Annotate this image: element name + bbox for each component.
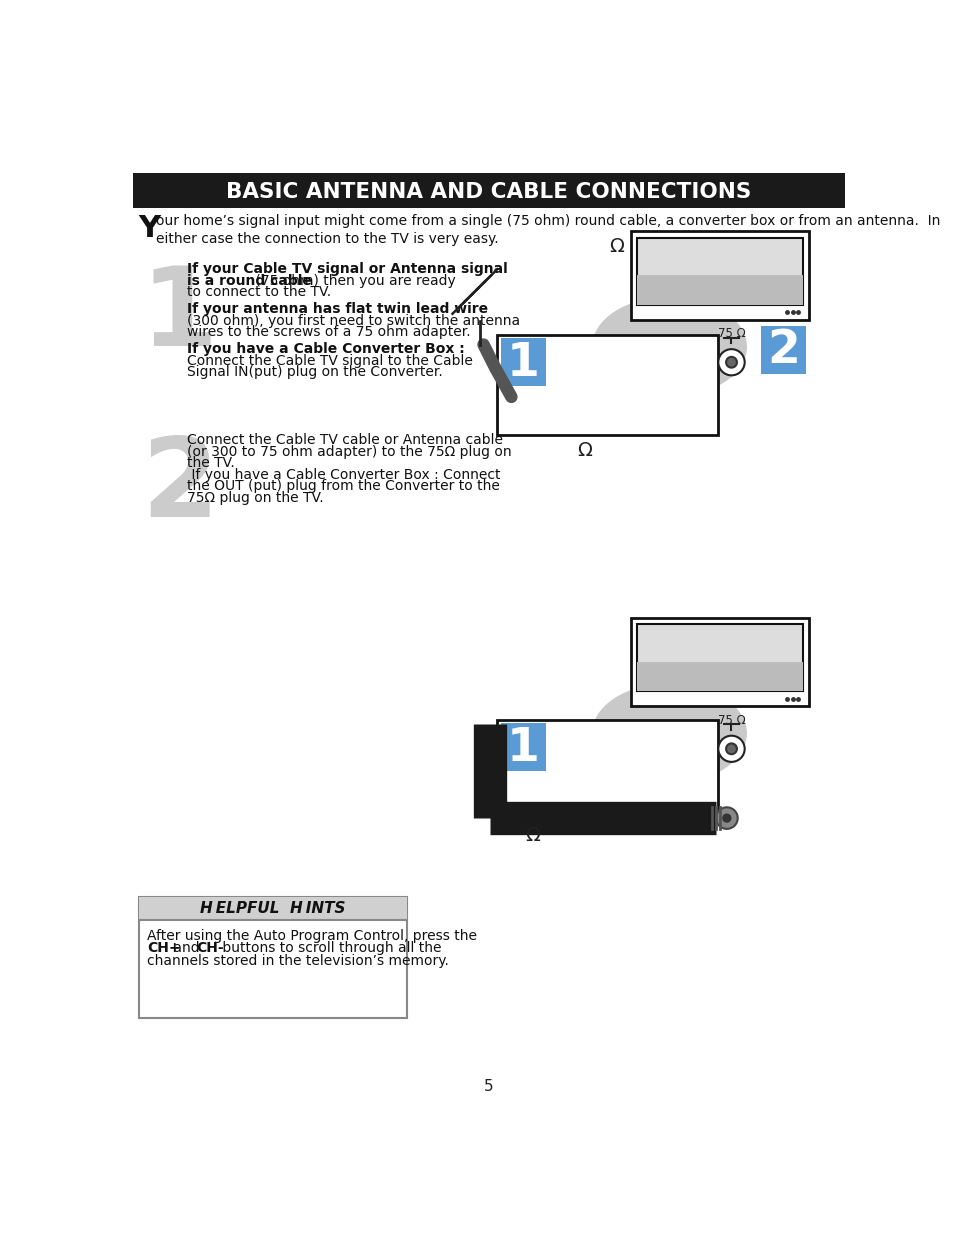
Text: If you have a Cable Converter Box :: If you have a Cable Converter Box : — [187, 342, 465, 356]
Text: (300 ohm), you first need to switch the antenna: (300 ohm), you first need to switch the … — [187, 314, 520, 327]
Bar — [500, 724, 545, 771]
Text: CH+: CH+ — [147, 941, 180, 956]
Text: 75Ω plug on the TV.: 75Ω plug on the TV. — [187, 490, 324, 505]
Bar — [497, 336, 718, 436]
Bar — [760, 326, 805, 374]
Bar — [637, 237, 802, 305]
Circle shape — [725, 743, 736, 755]
Bar — [630, 231, 808, 320]
Text: 1: 1 — [506, 725, 538, 771]
Text: Connect the Cable TV signal to the Cable: Connect the Cable TV signal to the Cable — [187, 353, 473, 368]
Text: H ELPFUL  H INTS: H ELPFUL H INTS — [200, 900, 346, 915]
Text: Ω: Ω — [577, 441, 591, 461]
Text: the OUT (put) plug from the Converter to the: the OUT (put) plug from the Converter to… — [187, 479, 499, 493]
Text: CH-: CH- — [196, 941, 224, 956]
Text: is a round cable: is a round cable — [187, 274, 312, 288]
Text: If your Cable TV signal or Antenna signal: If your Cable TV signal or Antenna signa… — [187, 262, 508, 277]
Text: the TV.: the TV. — [187, 456, 235, 471]
Text: our home’s signal input might come from a single (75 ohm) round cable, a convert: our home’s signal input might come from … — [156, 214, 940, 246]
Ellipse shape — [592, 296, 746, 396]
Text: If you have a Cable Converter Box : Connect: If you have a Cable Converter Box : Conn… — [187, 468, 500, 482]
Circle shape — [718, 350, 744, 375]
Text: 75 Ω: 75 Ω — [717, 327, 744, 341]
Circle shape — [716, 808, 737, 829]
Text: 75 Ω: 75 Ω — [717, 714, 744, 727]
Bar — [497, 720, 718, 820]
Bar — [637, 624, 802, 692]
Bar — [139, 897, 406, 920]
Text: 5: 5 — [483, 1078, 494, 1093]
Bar — [637, 275, 802, 305]
Text: channels stored in the television’s memory.: channels stored in the television’s memo… — [147, 953, 449, 967]
Text: If your antenna has flat twin lead wire: If your antenna has flat twin lead wire — [187, 303, 488, 316]
Bar — [500, 338, 545, 387]
Circle shape — [721, 814, 731, 823]
Bar — [133, 173, 843, 209]
Text: Ω: Ω — [524, 826, 539, 845]
Circle shape — [725, 357, 736, 368]
Text: Signal IN(put) plug on the Converter.: Signal IN(put) plug on the Converter. — [187, 366, 443, 379]
Text: 2: 2 — [766, 329, 799, 373]
Bar — [637, 662, 802, 692]
Text: BASIC ANTENNA AND CABLE CONNECTIONS: BASIC ANTENNA AND CABLE CONNECTIONS — [226, 182, 751, 203]
Text: (75 ohm) then you are ready: (75 ohm) then you are ready — [251, 274, 456, 288]
Circle shape — [718, 736, 744, 762]
Text: wires to the screws of a 75 ohm adapter.: wires to the screws of a 75 ohm adapter. — [187, 325, 471, 340]
Text: 1: 1 — [141, 262, 218, 369]
Text: Connect the Cable TV cable or Antenna cable: Connect the Cable TV cable or Antenna ca… — [187, 433, 503, 447]
Text: (or 300 to 75 ohm adapter) to the 75Ω plug on: (or 300 to 75 ohm adapter) to the 75Ω pl… — [187, 445, 512, 458]
Text: 1: 1 — [506, 341, 538, 385]
Text: to connect to the TV.: to connect to the TV. — [187, 285, 332, 299]
Ellipse shape — [592, 683, 746, 783]
Text: 2: 2 — [141, 433, 218, 540]
Text: Ω: Ω — [609, 237, 623, 256]
Text: Y: Y — [138, 214, 160, 242]
Bar — [139, 897, 406, 1019]
Text: and: and — [169, 941, 204, 956]
Text: After using the Auto Program Control, press the: After using the Auto Program Control, pr… — [147, 929, 476, 944]
Text: buttons to scroll through all the: buttons to scroll through all the — [218, 941, 441, 956]
Bar — [630, 618, 808, 706]
